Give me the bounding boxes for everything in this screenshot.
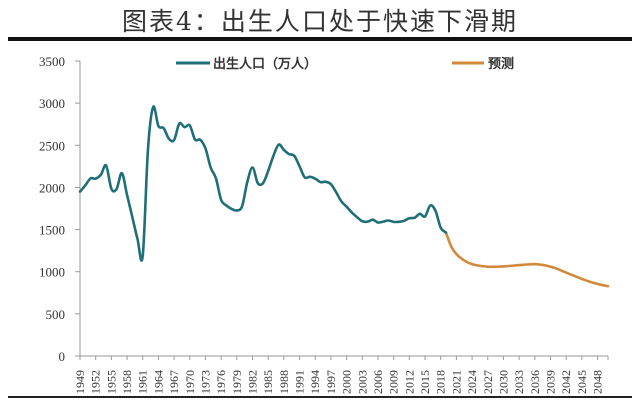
x-tick-label: 2006 bbox=[371, 370, 385, 394]
legend-forecast-label: 预测 bbox=[488, 56, 514, 72]
chart-title: 图表4：出生人口处于快速下滑期 bbox=[122, 7, 518, 36]
x-tick-label: 1958 bbox=[120, 370, 134, 394]
x-tick-label: 1991 bbox=[293, 370, 307, 394]
y-tick-label: 2500 bbox=[39, 138, 65, 153]
x-tick-label: 1973 bbox=[198, 370, 212, 394]
x-tick-label: 2003 bbox=[355, 370, 369, 394]
x-tick-label: 2018 bbox=[434, 370, 448, 394]
x-tick-label: 2015 bbox=[418, 370, 432, 394]
x-tick-label: 2027 bbox=[481, 370, 495, 394]
y-tick-label: 1500 bbox=[39, 223, 65, 238]
legend: 出生人口（万人） 预测 bbox=[176, 56, 514, 72]
x-tick-label: 1949 bbox=[73, 370, 87, 394]
x-tick-label: 1964 bbox=[151, 370, 165, 394]
x-axis: 1949 1952 1955 1958 1961 1964 1967 1970 1973 1976… bbox=[73, 355, 609, 394]
x-tick-label: 2009 bbox=[387, 370, 401, 394]
y-tick-label: 3500 bbox=[39, 54, 65, 69]
births-line bbox=[78, 105, 448, 262]
title-underline bbox=[8, 37, 632, 41]
x-tick-label: 1952 bbox=[89, 370, 103, 394]
y-axis: 0 500 1000 1500 2000 2500 3000 3500 bbox=[39, 54, 81, 364]
y-tick-label: 0 bbox=[59, 349, 66, 364]
x-tick-label: 1994 bbox=[308, 370, 322, 394]
x-tick-label: 1985 bbox=[261, 370, 275, 394]
x-tick-label: 2042 bbox=[559, 370, 573, 394]
x-tick-label: 2012 bbox=[402, 370, 416, 394]
y-tick-label: 500 bbox=[46, 307, 66, 322]
x-tick-label: 1955 bbox=[104, 370, 118, 394]
y-tick-label: 2000 bbox=[39, 180, 65, 195]
y-tick-label: 1000 bbox=[39, 265, 65, 280]
x-tick-label: 2033 bbox=[512, 370, 526, 394]
bottom-rule bbox=[8, 396, 632, 398]
x-tick-label: 1997 bbox=[324, 370, 338, 394]
y-tick-label: 3000 bbox=[39, 96, 65, 111]
x-tick-label: 1982 bbox=[246, 370, 260, 394]
x-tick-label: 2045 bbox=[575, 370, 589, 394]
x-tick-label: 2024 bbox=[465, 370, 479, 394]
x-tick-label: 2000 bbox=[340, 370, 354, 394]
x-tick-label: 1976 bbox=[214, 370, 228, 394]
forecast-line bbox=[444, 231, 610, 288]
x-tick-label: 1979 bbox=[230, 370, 244, 394]
x-tick-label: 2039 bbox=[543, 370, 557, 394]
x-tick-label: 1988 bbox=[277, 370, 291, 394]
legend-actual-label: 出生人口（万人） bbox=[213, 56, 317, 72]
x-tick-label: 2048 bbox=[591, 370, 605, 394]
x-tick-label: 2021 bbox=[449, 370, 463, 394]
x-tick-label: 1961 bbox=[136, 370, 150, 394]
x-tick-label: 2030 bbox=[496, 370, 510, 394]
x-tick-label: 1967 bbox=[167, 370, 181, 394]
x-tick-label: 1970 bbox=[183, 370, 197, 394]
x-tick-label: 2036 bbox=[528, 370, 542, 394]
